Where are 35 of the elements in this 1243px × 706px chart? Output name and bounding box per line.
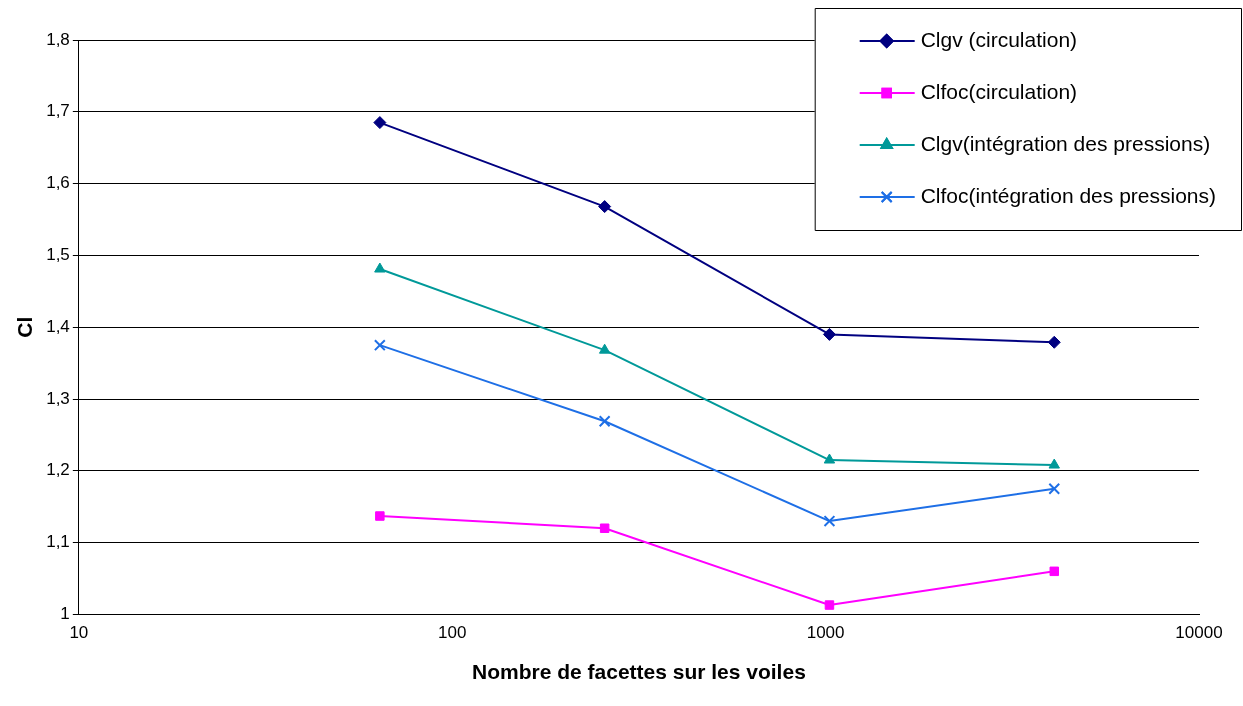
legend-label: Clgv (circulation) — [920, 27, 1078, 51]
legend-label: Clfoc(intégration des pressions) — [920, 183, 1217, 207]
y-tick-label: 1,8 — [46, 29, 70, 49]
x-tick-label: 10000 — [1175, 623, 1223, 643]
point — [598, 200, 612, 214]
x-tick-label: 1000 — [806, 623, 845, 643]
legend-label: Clfoc(circulation) — [920, 79, 1078, 103]
x-tick-label: 10 — [69, 623, 89, 643]
y-tick-label: 1,1 — [46, 532, 70, 552]
point — [599, 523, 610, 533]
point — [823, 453, 836, 464]
point — [1049, 566, 1059, 577]
point — [598, 343, 611, 354]
point — [1048, 458, 1060, 469]
y-tick-label: 1,5 — [46, 245, 70, 265]
point — [1048, 482, 1061, 495]
point — [824, 600, 835, 610]
point — [373, 116, 387, 130]
point — [373, 339, 386, 352]
point — [374, 262, 386, 273]
y-tick-label: 1,2 — [46, 460, 70, 480]
point — [598, 415, 611, 428]
point — [822, 327, 836, 341]
y-axis-title: Cl — [13, 316, 37, 338]
legend-label: Clgv(intégration des pressions) — [920, 131, 1211, 155]
x-tick-label: 100 — [438, 623, 467, 643]
x-axis-title: Nombre de facettes sur les voiles — [472, 660, 806, 684]
point — [375, 511, 385, 521]
y-tick-label: 1,6 — [46, 173, 70, 193]
y-tick-label: 1,4 — [46, 316, 70, 336]
y-tick-label: 1 — [60, 604, 70, 624]
point — [1047, 335, 1061, 349]
point — [823, 515, 836, 528]
y-tick-label: 1,7 — [46, 101, 70, 121]
y-tick-label: 1,3 — [46, 388, 70, 408]
